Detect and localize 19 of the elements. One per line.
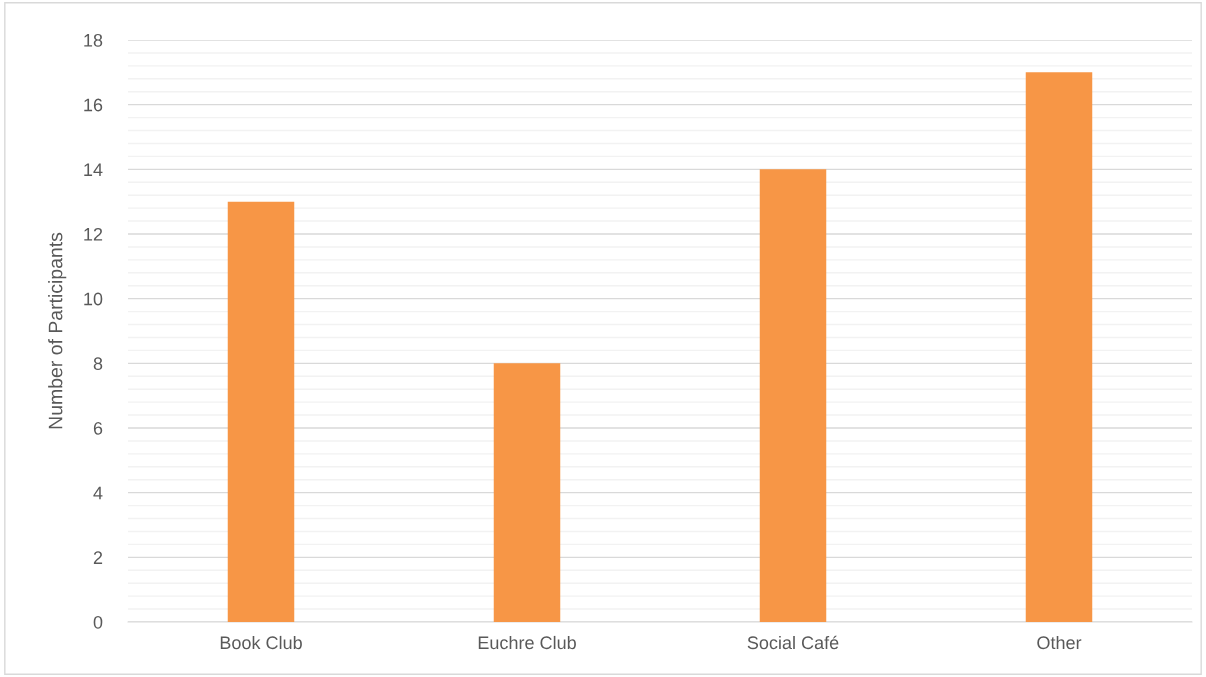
bar <box>759 169 827 622</box>
y-tick-label: 4 <box>93 486 103 500</box>
y-tick-label: 0 <box>93 615 103 629</box>
y-tick-label: 2 <box>93 551 103 564</box>
y-tick-label: 8 <box>93 357 103 371</box>
bar <box>493 363 561 622</box>
y-tick-label: 10 <box>84 292 103 306</box>
bar <box>227 201 295 622</box>
y-tick-label: 12 <box>84 227 103 241</box>
y-axis-title: Number of Participants <box>48 232 67 429</box>
y-tick-label: 6 <box>93 421 103 435</box>
x-tick-label: Book Club <box>220 635 302 650</box>
x-tick-label: Social Café <box>747 635 839 650</box>
x-tick-label: Other <box>1037 635 1082 650</box>
bar <box>1025 72 1093 622</box>
y-tick-label: 14 <box>84 163 103 176</box>
x-tick-label: Euchre Club <box>478 635 576 650</box>
y-tick-label: 18 <box>84 33 103 47</box>
y-tick-label: 16 <box>84 98 103 112</box>
